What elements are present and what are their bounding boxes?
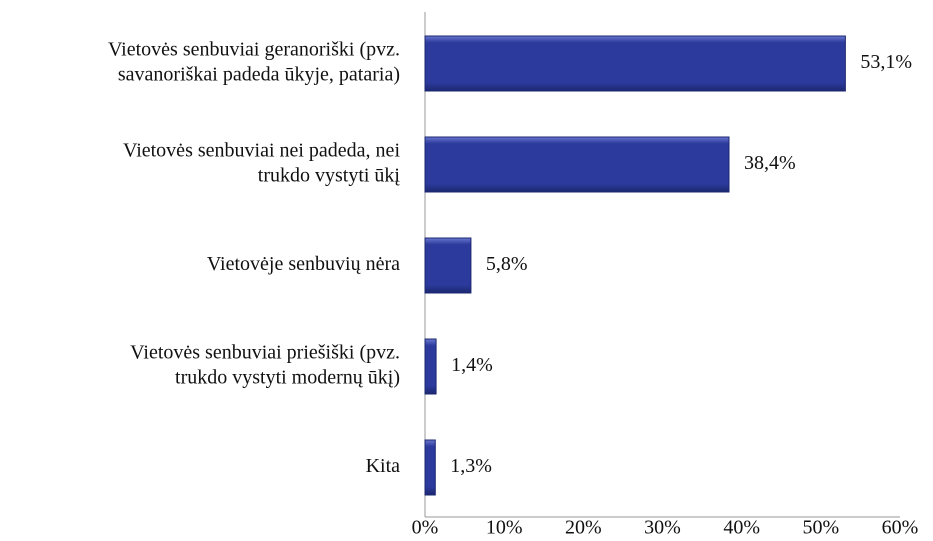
category-label: Vietovėje senbuvių nėra bbox=[207, 253, 400, 275]
bar bbox=[424, 237, 472, 294]
bar bbox=[424, 338, 437, 395]
x-tick-label: 40% bbox=[723, 517, 760, 539]
value-label: 1,4% bbox=[451, 354, 493, 376]
category-label: Vietovės senbuviai nei padeda, nei bbox=[123, 140, 400, 162]
bar bbox=[424, 35, 846, 92]
category-label: Vietovės senbuviai geranoriški (pvz. bbox=[108, 39, 400, 61]
category-label: Vietovės senbuviai priešiški (pvz. bbox=[130, 342, 400, 364]
x-tick-label: 20% bbox=[565, 517, 602, 539]
x-tick-label: 0% bbox=[412, 517, 439, 539]
category-label: trukdo vystyti modernų ūkį) bbox=[175, 367, 400, 389]
value-label: 38,4% bbox=[744, 152, 796, 174]
x-tick-label: 60% bbox=[882, 517, 919, 539]
value-label: 53,1% bbox=[860, 51, 912, 73]
category-label: trukdo vystyti ūkį bbox=[258, 165, 401, 187]
bar bbox=[424, 439, 436, 496]
value-label: 1,3% bbox=[450, 455, 492, 477]
value-label: 5,8% bbox=[486, 253, 528, 275]
category-label: Kita bbox=[366, 455, 401, 477]
bar bbox=[424, 136, 730, 193]
x-tick-label: 10% bbox=[486, 517, 523, 539]
x-tick-label: 50% bbox=[802, 517, 839, 539]
category-label: savanoriškai padeda ūkyje, pataria) bbox=[118, 64, 400, 86]
x-tick-label: 30% bbox=[644, 517, 681, 539]
